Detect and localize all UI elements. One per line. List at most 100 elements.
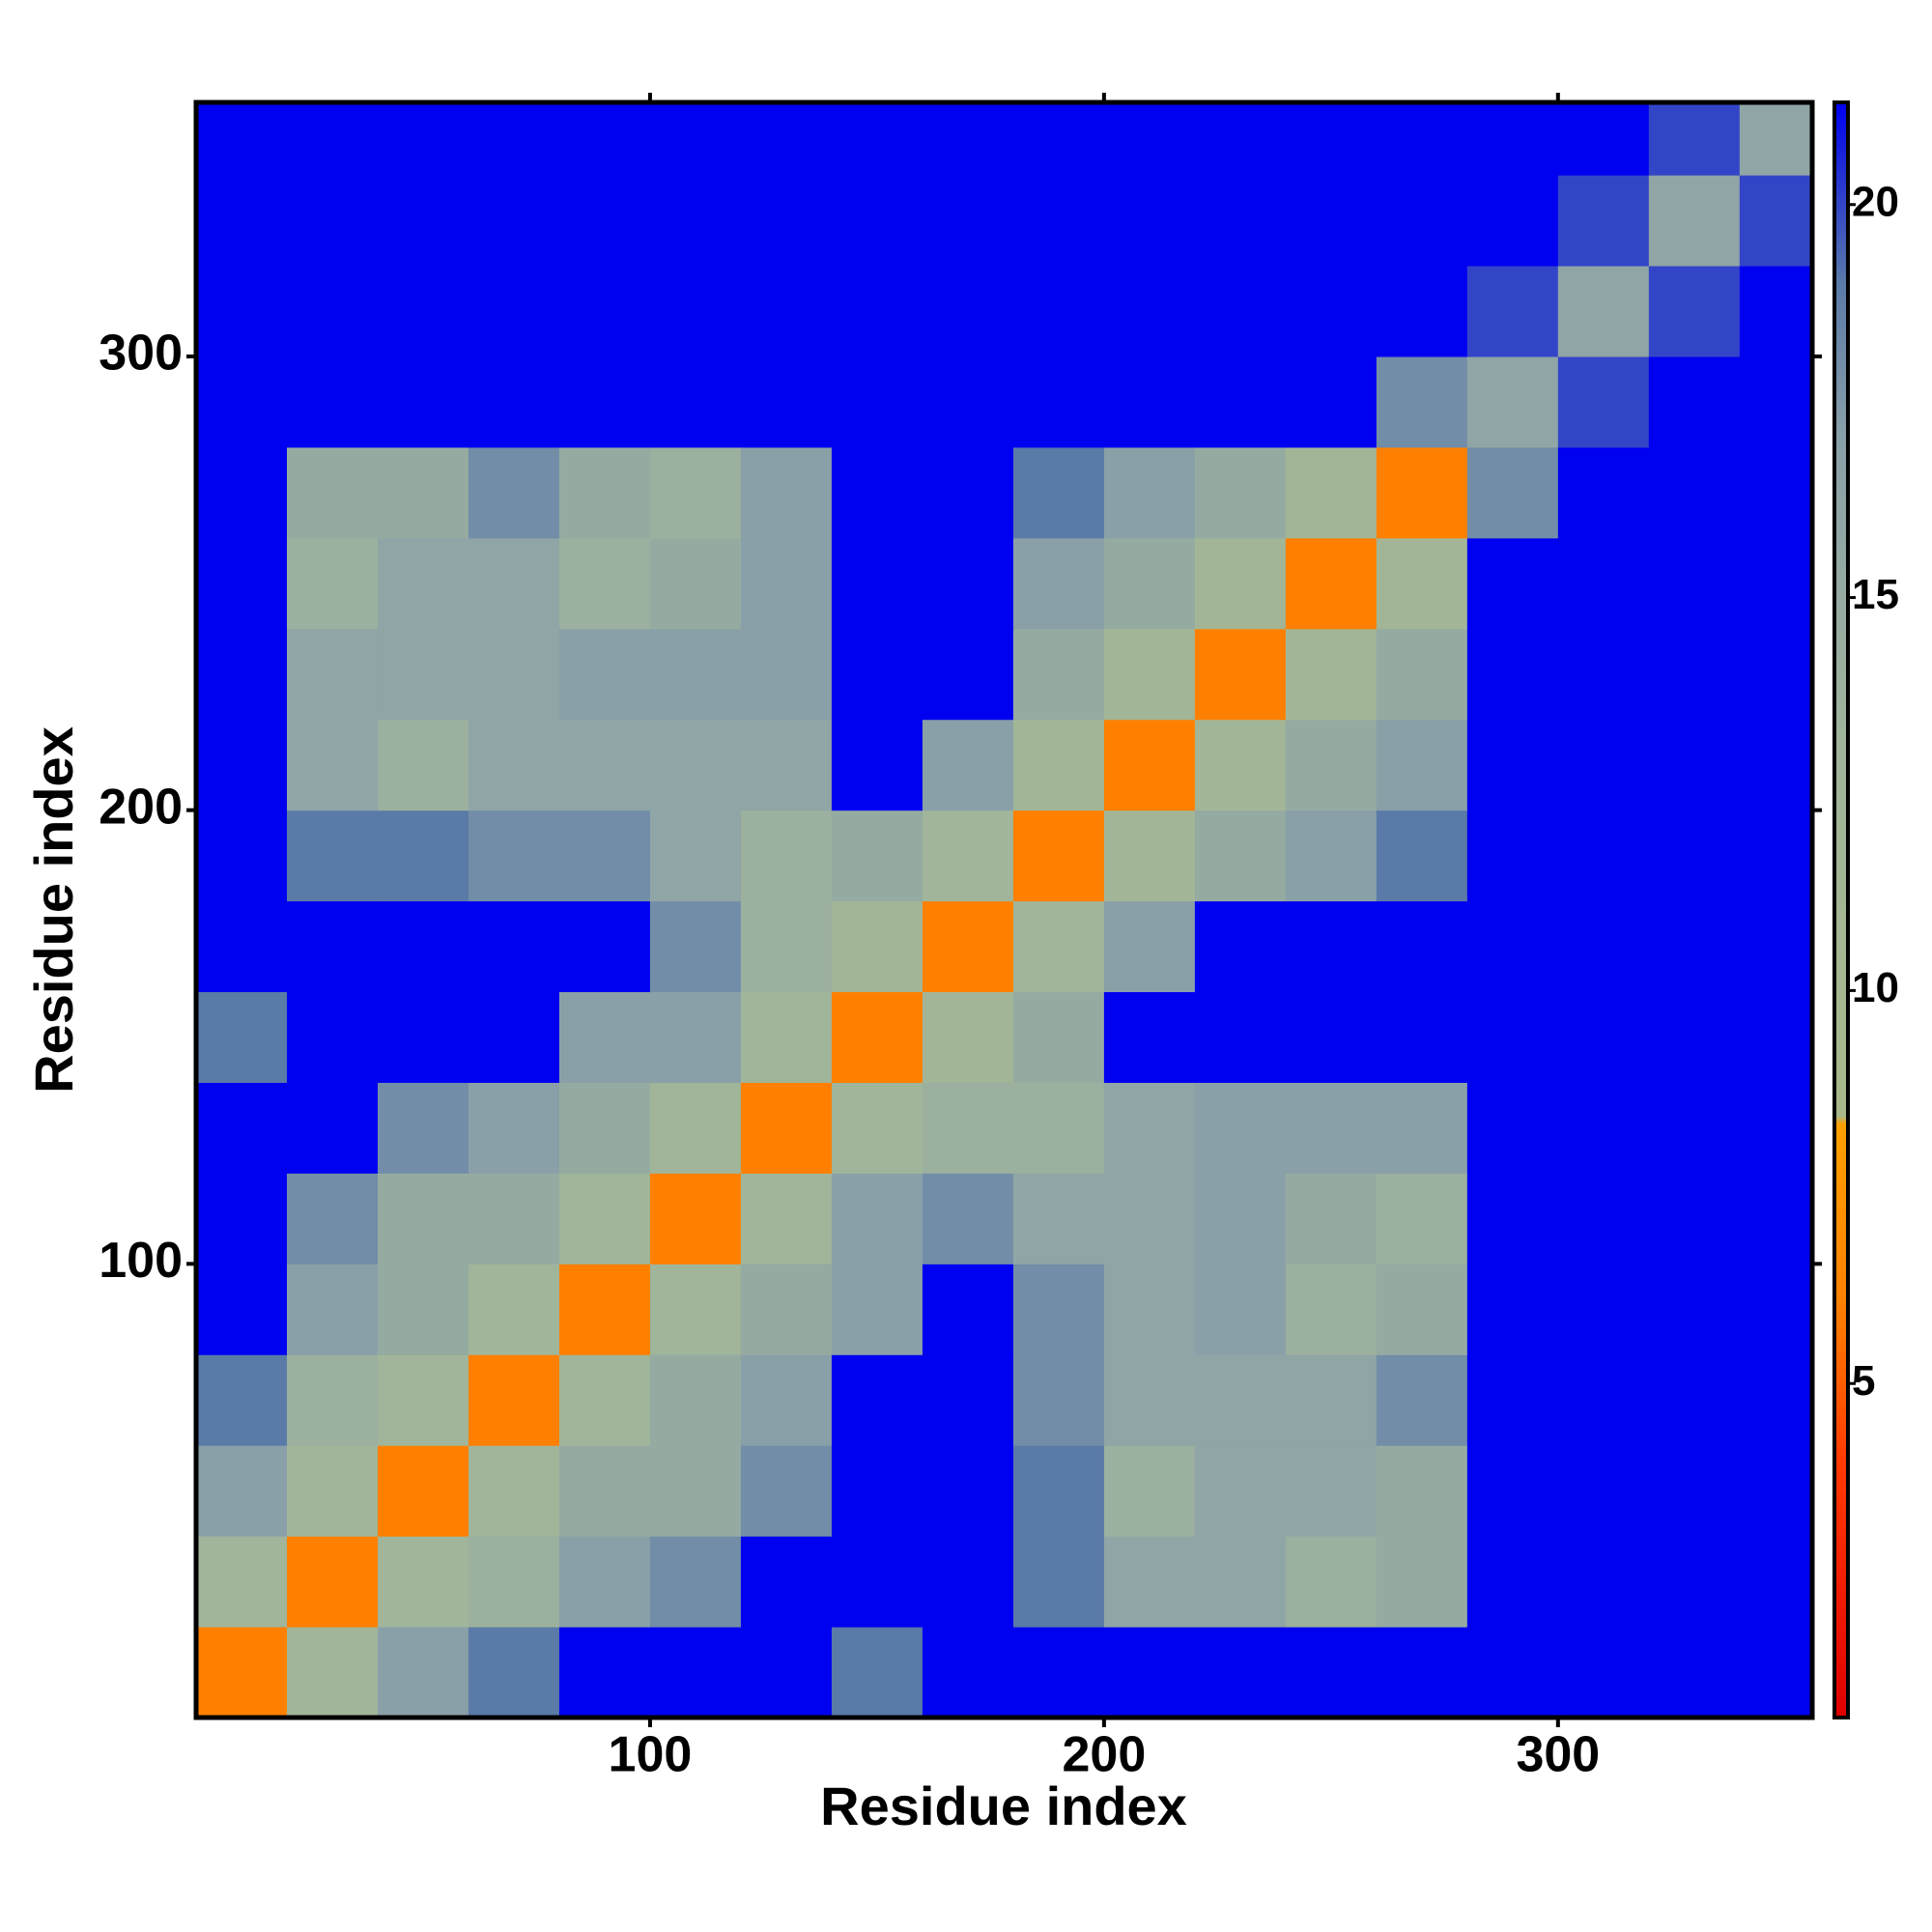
heatmap-cell xyxy=(1739,1627,1812,1718)
heatmap-cell xyxy=(377,991,469,1083)
heatmap-cell xyxy=(1285,102,1378,176)
heatmap-cell xyxy=(1466,537,1559,630)
heatmap-cell xyxy=(468,1354,560,1446)
heatmap-cell xyxy=(286,719,379,811)
heatmap-cell xyxy=(1466,102,1559,176)
y-tick-label: 300 xyxy=(99,326,183,382)
heatmap-cell xyxy=(1739,356,1812,448)
heatmap-cell xyxy=(196,356,288,448)
heatmap-cell xyxy=(740,991,833,1083)
heatmap-cell xyxy=(1012,991,1105,1083)
heatmap-cell xyxy=(196,446,288,539)
heatmap-cell xyxy=(1194,537,1287,630)
x-tick-label: 300 xyxy=(1516,1727,1600,1783)
heatmap-cell xyxy=(1557,537,1650,630)
heatmap-cell xyxy=(1103,356,1196,448)
heatmap-cell xyxy=(831,719,923,811)
heatmap-cell xyxy=(1194,1173,1287,1264)
heatmap-cell xyxy=(1376,900,1468,993)
heatmap-cell xyxy=(1648,1445,1741,1537)
heatmap-cell xyxy=(1466,446,1559,539)
heatmap-cell xyxy=(286,537,379,630)
heatmap-cell xyxy=(1739,991,1812,1083)
heatmap-cell xyxy=(196,175,288,267)
heatmap-cell xyxy=(468,1082,560,1174)
heatmap-cell xyxy=(831,991,923,1083)
heatmap-cell xyxy=(1194,628,1287,721)
heatmap-cell xyxy=(1466,1536,1559,1628)
heatmap-cell xyxy=(1012,537,1105,630)
heatmap-cell xyxy=(922,1627,1014,1718)
heatmap-cell xyxy=(922,991,1014,1083)
heatmap-cell xyxy=(1285,1627,1378,1718)
heatmap-cell xyxy=(1648,175,1741,267)
heatmap-cell xyxy=(1103,719,1196,811)
heatmap-cell xyxy=(286,1264,379,1355)
heatmap-cell xyxy=(1012,900,1105,993)
heatmap-cell xyxy=(558,102,651,176)
heatmap-cell xyxy=(1376,537,1468,630)
heatmap-cell xyxy=(558,266,651,357)
heatmap-cell xyxy=(558,810,651,902)
heatmap-cell xyxy=(196,1173,288,1264)
heatmap-cell xyxy=(1194,991,1287,1083)
heatmap-cell xyxy=(1376,991,1468,1083)
heatmap-cell xyxy=(1012,102,1105,176)
heatmap-cell xyxy=(831,175,923,267)
heatmap-cell xyxy=(1194,719,1287,811)
heatmap-cell xyxy=(1557,1445,1650,1537)
heatmap-cell xyxy=(1376,266,1468,357)
heatmap-cell xyxy=(196,1264,288,1355)
heatmap-cell xyxy=(377,1354,469,1446)
heatmap-cell xyxy=(558,1445,651,1537)
heatmap-cell xyxy=(1194,1354,1287,1446)
heatmap-cell xyxy=(1557,1082,1650,1174)
heatmap-cell xyxy=(649,991,742,1083)
heatmap-cell xyxy=(831,1536,923,1628)
heatmap-cell xyxy=(1739,266,1812,357)
heatmap-cell xyxy=(1739,537,1812,630)
heatmap-cell xyxy=(649,1082,742,1174)
heatmap-cell xyxy=(1012,1173,1105,1264)
heatmap-cell xyxy=(1648,719,1741,811)
heatmap-cell xyxy=(468,266,560,357)
heatmap-cell xyxy=(1194,1264,1287,1355)
heatmap-cell xyxy=(740,1536,833,1628)
heatmap-cell xyxy=(286,1354,379,1446)
heatmap-cell xyxy=(1739,1264,1812,1355)
heatmap-cell xyxy=(377,266,469,357)
heatmap-cell xyxy=(1194,102,1287,176)
heatmap-cell xyxy=(558,1264,651,1355)
heatmap-cell xyxy=(1466,1173,1559,1264)
heatmap-cell xyxy=(740,537,833,630)
heatmap-cell xyxy=(286,1445,379,1537)
heatmap-cell xyxy=(740,628,833,721)
heatmap-cell xyxy=(1466,266,1559,357)
heatmap-cell xyxy=(1012,810,1105,902)
x-tick-label: 200 xyxy=(1063,1727,1147,1783)
heatmap-cell xyxy=(558,356,651,448)
heatmap-cell xyxy=(831,628,923,721)
heatmap-cell xyxy=(468,900,560,993)
heatmap-cell xyxy=(922,1173,1014,1264)
heatmap-cell xyxy=(1285,266,1378,357)
heatmap-cell xyxy=(831,1264,923,1355)
heatmap-cell xyxy=(1103,1354,1196,1446)
heatmap-cell xyxy=(922,1082,1014,1174)
heatmap-cell xyxy=(1012,1082,1105,1174)
heatmap-cell xyxy=(377,810,469,902)
heatmap-cell xyxy=(558,900,651,993)
heatmap-cell xyxy=(468,102,560,176)
heatmap-cell xyxy=(558,537,651,630)
heatmap-cell xyxy=(922,810,1014,902)
heatmap-cell xyxy=(1557,1536,1650,1628)
heatmap-cell xyxy=(1466,175,1559,267)
heatmap-cell xyxy=(196,991,288,1083)
heatmap-cell xyxy=(1103,1445,1196,1537)
heatmap-cell xyxy=(1194,356,1287,448)
heatmap-cell xyxy=(468,810,560,902)
heatmap-cell xyxy=(831,1173,923,1264)
heatmap-cell xyxy=(1103,991,1196,1083)
heatmap-cell xyxy=(649,1445,742,1537)
heatmap-cell xyxy=(1557,102,1650,176)
